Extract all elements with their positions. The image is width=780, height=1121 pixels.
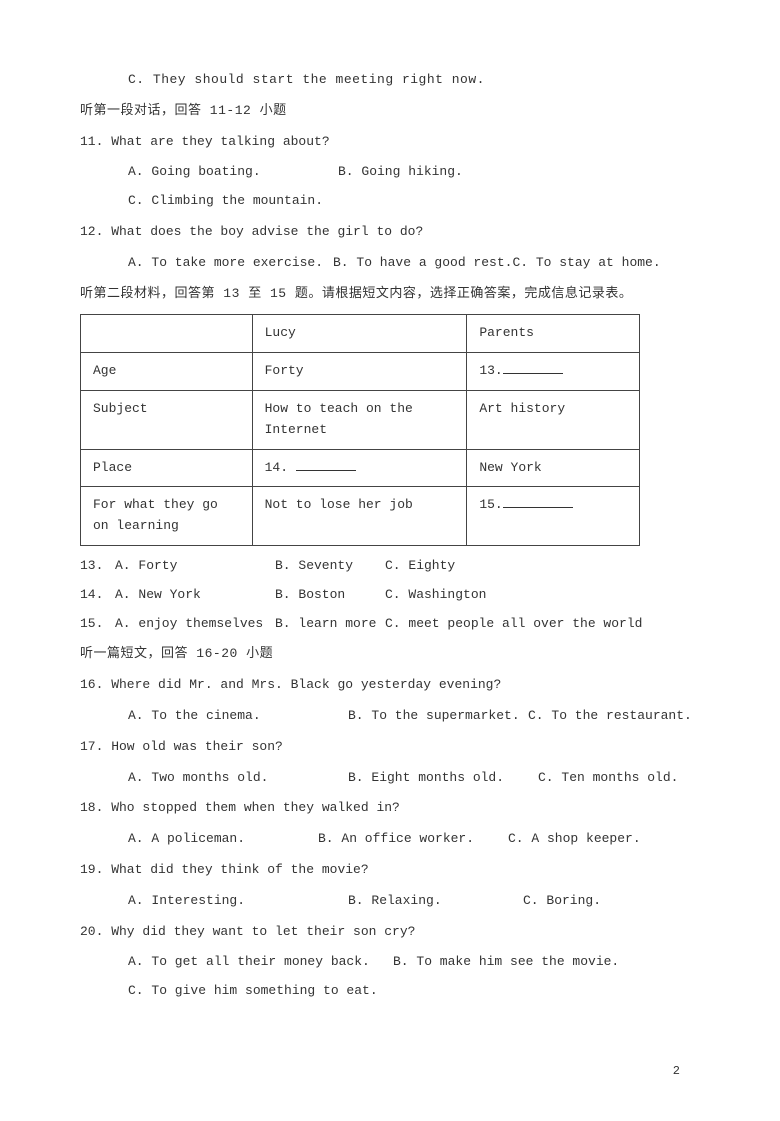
q16-c: C. To the restaurant.: [528, 706, 692, 727]
table-cell: For what they go on learning: [81, 487, 253, 546]
q19-b: B. Relaxing.: [348, 891, 523, 912]
q17-c: C. Ten months old.: [538, 768, 678, 789]
prev-option-c: C. They should start the meeting right n…: [80, 70, 700, 91]
table-cell: How to teach on the Internet: [252, 390, 467, 449]
q16-text: 16. Where did Mr. and Mrs. Black go yest…: [80, 675, 700, 696]
section-2-header: 听第二段材料，回答第 13 至 15 题。请根据短文内容，选择正确答案，完成信息…: [80, 284, 700, 305]
q13-a: A. Forty: [115, 556, 275, 577]
table-cell: Art history: [467, 390, 640, 449]
table-cell: Not to lose her job: [252, 487, 467, 546]
table-cell: 13.: [467, 353, 640, 391]
q15-b: B. learn more: [275, 614, 385, 635]
q11-a: A. Going boating.: [128, 162, 338, 183]
q14-b: B. Boston: [275, 585, 385, 606]
table-cell: Age: [81, 353, 253, 391]
q12-a: A. To take more exercise.: [128, 253, 333, 274]
q19-c: C. Boring.: [523, 891, 601, 912]
table-cell: Lucy: [252, 315, 467, 353]
table-row: Place 14. New York: [81, 449, 640, 487]
q20-a: A. To get all their money back.: [128, 952, 393, 973]
q18-c: C. A shop keeper.: [508, 829, 641, 850]
q14-a: A. New York: [115, 585, 275, 606]
table-cell: 15.: [467, 487, 640, 546]
page-number: 2: [80, 1062, 700, 1081]
q11-b: B. Going hiking.: [338, 162, 463, 183]
q14-c: C. Washington: [385, 585, 505, 606]
table-row: Lucy Parents: [81, 315, 640, 353]
q16-a: A. To the cinema.: [128, 706, 348, 727]
q11-text: 11. What are they talking about?: [80, 132, 700, 153]
table-cell: 14.: [252, 449, 467, 487]
q20-c: C. To give him something to eat.: [128, 981, 378, 1002]
q20-b: B. To make him see the movie.: [393, 952, 619, 973]
table-cell: [81, 315, 253, 353]
q13-b: B. Seventy: [275, 556, 385, 577]
table-cell: Forty: [252, 353, 467, 391]
q18-a: A. A policeman.: [128, 829, 318, 850]
q20-text: 20. Why did they want to let their son c…: [80, 922, 700, 943]
q16-b: B. To the supermarket.: [348, 706, 528, 727]
q15-a: A. enjoy themselves: [115, 614, 275, 635]
q17-a: A. Two months old.: [128, 768, 348, 789]
q12-text: 12. What does the boy advise the girl to…: [80, 222, 700, 243]
q18-b: B. An office worker.: [318, 829, 508, 850]
table-row: Age Forty 13.: [81, 353, 640, 391]
section-3-header: 听一篇短文，回答 16-20 小题: [80, 644, 700, 665]
q13-num: 13.: [80, 556, 115, 577]
q19-a: A. Interesting.: [128, 891, 348, 912]
table-cell: Place: [81, 449, 253, 487]
q17-b: B. Eight months old.: [348, 768, 538, 789]
info-table: Lucy Parents Age Forty 13. Subject How t…: [80, 314, 640, 546]
table-cell: New York: [467, 449, 640, 487]
section-1-header: 听第一段对话，回答 11-12 小题: [80, 101, 700, 122]
q17-text: 17. How old was their son?: [80, 737, 700, 758]
q12-b: B. To have a good rest.: [333, 253, 512, 274]
q11-c: C. Climbing the mountain.: [128, 191, 323, 212]
q19-text: 19. What did they think of the movie?: [80, 860, 700, 881]
q12-c: C. To stay at home.: [512, 253, 660, 274]
table-row: For what they go on learning Not to lose…: [81, 487, 640, 546]
q14-num: 14.: [80, 585, 115, 606]
table-cell: Parents: [467, 315, 640, 353]
q15-c: C. meet people all over the world: [385, 614, 642, 635]
q13-c: C. Eighty: [385, 556, 505, 577]
table-row: Subject How to teach on the Internet Art…: [81, 390, 640, 449]
q15-num: 15.: [80, 614, 115, 635]
table-cell: Subject: [81, 390, 253, 449]
q18-text: 18. Who stopped them when they walked in…: [80, 798, 700, 819]
